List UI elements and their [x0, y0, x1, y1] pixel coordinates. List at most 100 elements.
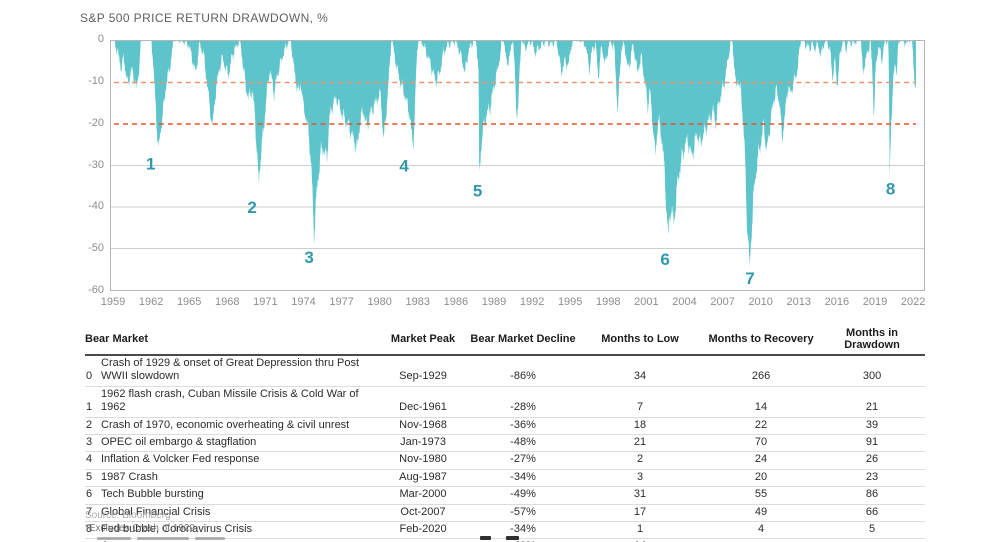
- cell-bear-market: Tech Bubble bursting: [101, 486, 378, 505]
- cell-months-in-drawdown: 86: [819, 486, 926, 505]
- cell-months-to-recovery: 14: [703, 386, 820, 418]
- cell-months-to-recovery: 70: [703, 434, 820, 453]
- cell-months-in-drawdown: 26: [819, 451, 926, 470]
- table-row: 0 Crash of 1929 & onset of Great Depressi…: [85, 355, 926, 387]
- cell-decline: -36%: [469, 417, 578, 436]
- cell-index: 3: [85, 434, 101, 453]
- cell-market-peak: Sep-1929: [377, 355, 470, 387]
- col-header-bear-market: Bear Market: [85, 326, 378, 356]
- cell-bear-market: Crash of 1929 & onset of Great Depressio…: [101, 355, 378, 387]
- x-tick-label: 2013: [786, 296, 812, 308]
- average-label: Average: [101, 539, 377, 542]
- cell-months-in-drawdown: 66: [819, 504, 926, 523]
- cell-decline: -28%: [469, 386, 578, 418]
- y-tick-label: -50: [88, 242, 104, 255]
- cell-months-to-low: 21: [577, 434, 704, 453]
- average-decline: -40%: [469, 539, 577, 542]
- cell-months-in-drawdown: 23: [819, 469, 926, 488]
- col-header-months-to-recovery: Months to Recovery: [703, 326, 820, 356]
- x-tick-label: 1971: [253, 296, 278, 308]
- cell-months-in-drawdown: 39: [819, 417, 926, 436]
- cell-index: 6: [85, 486, 101, 505]
- average-months-to-low: 14: [577, 539, 703, 542]
- bear-market-number-label-1: 1: [146, 155, 155, 174]
- cell-months-in-drawdown: 21: [819, 386, 926, 418]
- cell-months-to-recovery: 4: [703, 521, 820, 540]
- cell-bear-market: 1987 Crash: [101, 469, 378, 488]
- x-tick-label: 1983: [405, 296, 431, 308]
- cell-decline: -86%: [469, 355, 578, 387]
- cell-months-to-low: 34: [577, 355, 704, 387]
- cell-index: 7: [85, 504, 101, 523]
- bear-market-number-label-4: 4: [399, 157, 409, 176]
- footnote-excludes-1929: *Excludes Crash of 1929: [85, 523, 196, 534]
- table-row: 7 Global Financial Crisis Oct-2007 -57% 17 49…: [85, 504, 926, 523]
- cutoff-glyph-mark: [506, 536, 519, 540]
- cell-market-peak: Dec-1961: [377, 386, 470, 418]
- cell-decline: -34%: [469, 521, 578, 540]
- cell-bear-market: 1962 flash crash, Cuban Missile Crisis &…: [101, 386, 378, 418]
- y-tick-label: -20: [88, 116, 104, 129]
- bear-market-number-label-8: 8: [886, 180, 895, 199]
- y-tick-label: -40: [88, 200, 104, 213]
- cell-months-in-drawdown: 91: [819, 434, 926, 453]
- y-tick-label: -60: [88, 284, 104, 296]
- cell-months-in-drawdown: 300: [819, 355, 926, 387]
- cell-decline: -49%: [469, 486, 578, 505]
- cell-index: 8: [85, 521, 101, 540]
- x-tick-label: 1986: [443, 296, 469, 308]
- x-tick-label: 1959: [100, 296, 126, 308]
- table-row: 3 OPEC oil embargo & stagflation Jan-1973-…: [85, 434, 926, 453]
- cell-market-peak: Mar-2000: [377, 486, 470, 505]
- cell-months-to-recovery: 22: [703, 417, 820, 436]
- y-tick-label: -30: [88, 158, 104, 171]
- cell-months-to-recovery: 266: [703, 355, 820, 387]
- x-tick-label: 2016: [824, 296, 850, 308]
- cell-months-to-low: 17: [577, 504, 704, 523]
- cell-decline: -57%: [469, 504, 578, 523]
- col-header-market-peak: Market Peak: [377, 326, 470, 356]
- y-tick-label: -10: [88, 74, 104, 87]
- cell-bear-market: Crash of 1970, economic overheating & ci…: [101, 417, 378, 436]
- cell-months-to-recovery: 24: [703, 451, 820, 470]
- cell-market-peak: Oct-2007: [377, 504, 470, 523]
- table-row: 2 Crash of 1970, economic overheating & c…: [85, 417, 926, 436]
- cell-decline: -34%: [469, 469, 578, 488]
- cell-bear-market: Global Financial Crisis: [101, 504, 378, 523]
- cell-index: 1: [85, 386, 101, 418]
- cell-bear-market: Fed bubble, Coronavirus Crisis: [101, 521, 378, 540]
- average-row: Average -40%14: [85, 539, 925, 542]
- x-tick-label: 1989: [481, 296, 507, 308]
- cell-market-peak: Nov-1968: [377, 417, 470, 436]
- x-tick-label: 2004: [672, 296, 697, 308]
- cell-market-peak: Aug-1987: [377, 469, 470, 488]
- x-tick-label: 1980: [367, 296, 392, 308]
- x-tick-label: 1968: [215, 296, 240, 308]
- table-row: 4 Inflation & Volcker Fed response Nov-198…: [85, 451, 926, 470]
- x-tick-label: 1995: [557, 296, 583, 308]
- x-tick-label: 2010: [748, 296, 773, 308]
- x-tick-label: 1965: [176, 296, 202, 308]
- cell-index: 5: [85, 469, 101, 488]
- table-row: 6 Tech Bubble bursting Mar-2000 -49% 31 55 86: [85, 486, 926, 505]
- col-header-months-to-low: Months to Low: [577, 326, 704, 356]
- x-tick-label: 2001: [634, 296, 659, 308]
- bear-market-number-label-3: 3: [304, 248, 313, 267]
- bear-market-number-label-2: 2: [247, 198, 256, 217]
- drawdown-chart-svg: 1 2 3 4 5 6 7 8: [111, 41, 924, 288]
- y-tick-label: 0: [97, 33, 104, 45]
- bear-market-number-label-7: 7: [745, 269, 754, 288]
- drawdown-area-series: [113, 41, 916, 268]
- cell-months-to-recovery: 49: [703, 504, 820, 523]
- cell-decline: -27%: [469, 451, 578, 470]
- table-row: 8 Fed bubble, Coronavirus Crisis Feb-2020-…: [85, 521, 926, 540]
- drawdown-plot-area: 1 2 3 4 5 6 7 8: [110, 40, 925, 291]
- cell-months-to-low: 2: [577, 451, 704, 470]
- table-row: 5 1987 Crash Aug-1987 -34% 3 20 23: [85, 469, 926, 488]
- bear-market-number-label-6: 6: [660, 250, 669, 269]
- x-tick-label: 1962: [138, 296, 164, 308]
- bear-market-number-label-5: 5: [473, 182, 482, 201]
- table-row: 1 1962 flash crash, Cuban Missile Crisis …: [85, 386, 926, 418]
- x-tick-label: 2007: [710, 296, 735, 308]
